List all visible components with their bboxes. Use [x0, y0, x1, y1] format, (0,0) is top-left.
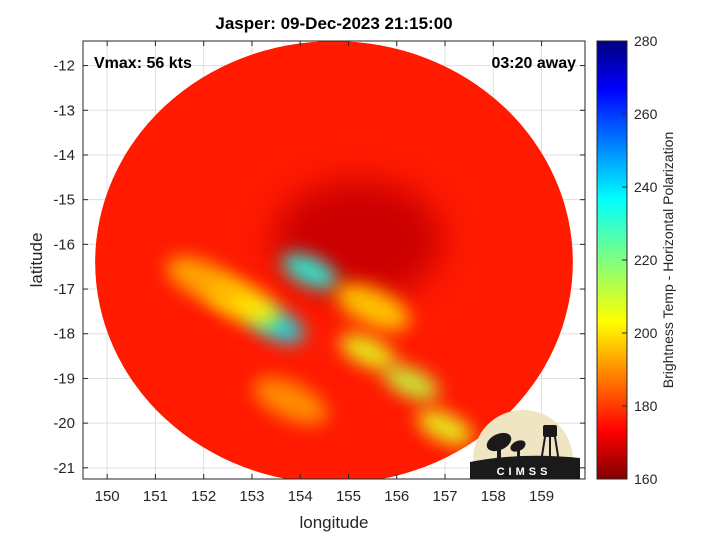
- colorbar-tick-label: 240: [634, 179, 658, 195]
- colorbar-tick-label: 160: [634, 471, 658, 487]
- x-tick-label: 151: [143, 488, 168, 505]
- water-tower-icon: [543, 425, 557, 437]
- colorbar-tick-label: 280: [634, 33, 658, 49]
- colorbar-ticks: 280 260 240 220 200 180 160: [622, 33, 658, 487]
- x-tick-label: 155: [336, 488, 361, 505]
- cold-band-8: [335, 283, 410, 331]
- x-tick-label: 157: [433, 488, 458, 505]
- x-tick-label: 154: [288, 488, 313, 505]
- y-tick-label: -12: [53, 58, 75, 75]
- y-tick-label: -19: [53, 370, 75, 387]
- cold-band-2: [339, 333, 396, 370]
- y-tick-label: -13: [53, 102, 75, 119]
- vmax-annotation: Vmax: 56 kts: [94, 55, 192, 72]
- satellite-dish-icon: [486, 432, 512, 452]
- x-tick-label: 156: [384, 488, 409, 505]
- colorbar-tick-label: 180: [634, 398, 658, 414]
- cold-band-4: [417, 409, 473, 446]
- y-tick-label: -14: [53, 147, 75, 164]
- brightness-temp-swath: [95, 41, 573, 479]
- x-tick-label: 158: [481, 488, 506, 505]
- x-axis-label: longitude: [299, 513, 368, 532]
- y-tick-label: -21: [53, 460, 75, 477]
- cold-band-7: [253, 377, 328, 425]
- cimss-logo: CIMSS: [470, 410, 580, 479]
- y-tick-label: -18: [53, 326, 75, 343]
- logo-text: CIMSS: [497, 466, 552, 478]
- x-tick-label: 159: [529, 488, 554, 505]
- y-axis-label: latitude: [27, 233, 46, 288]
- cold-band-6: [166, 256, 241, 304]
- x-tick-label: 152: [191, 488, 216, 505]
- y-tick-label: -17: [53, 281, 75, 298]
- x-tick-label: 150: [95, 488, 120, 505]
- colorbar-tick-label: 220: [634, 252, 658, 268]
- plot-frame: [82, 40, 586, 480]
- time-away-annotation: 03:20 away: [491, 55, 576, 72]
- x-tick-label: 153: [239, 488, 264, 505]
- colorbar-tick-label: 200: [634, 325, 658, 341]
- cold-band-3: [383, 364, 440, 401]
- chart-title: Jasper: 09-Dec-2023 21:15:00: [215, 14, 452, 33]
- y-tick-label: -16: [53, 236, 75, 253]
- y-axis-ticks: -12 -13 -14 -15 -16 -17 -18 -19 -20 -21: [53, 58, 585, 477]
- y-tick-label: -20: [53, 415, 75, 432]
- cold-band-1: [282, 253, 338, 290]
- x-axis-ticks: 150 151 152 153 154 155 156 157 158 159: [95, 41, 554, 505]
- eye-region: [273, 179, 444, 300]
- y-tick-label: -15: [53, 192, 75, 209]
- colorbar-label: Brightness Temp - Horizontal Polarizatio…: [660, 132, 676, 389]
- colorbar-tick-label: 260: [634, 106, 658, 122]
